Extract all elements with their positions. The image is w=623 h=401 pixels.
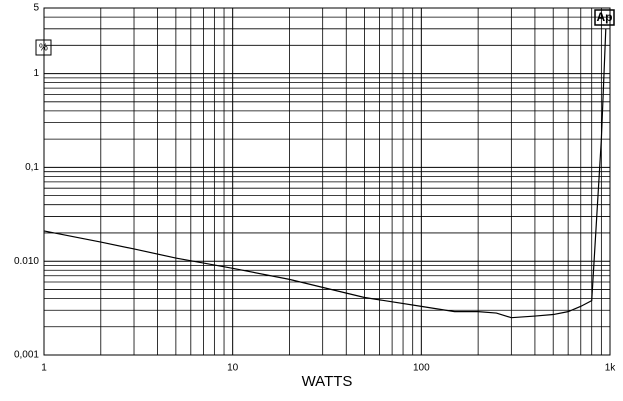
x-axis-label: WATTS [302, 373, 353, 390]
data-line [43, 28, 607, 319]
y-tick-label: 0,1 [25, 162, 39, 173]
x-tick-label: 1 [41, 363, 47, 374]
plot-frame [43, 7, 611, 356]
y-tick-label: 0,001 [14, 350, 39, 361]
y-tick-label: 0.010 [14, 256, 39, 267]
x-tick-label: 100 [413, 363, 430, 374]
y-tick-label: 5 [33, 3, 39, 14]
ap-box [594, 9, 615, 26]
x-tick-label: 1k [605, 363, 617, 374]
x-tick-label: 10 [227, 363, 239, 374]
y-tick-label: 1 [33, 68, 39, 79]
